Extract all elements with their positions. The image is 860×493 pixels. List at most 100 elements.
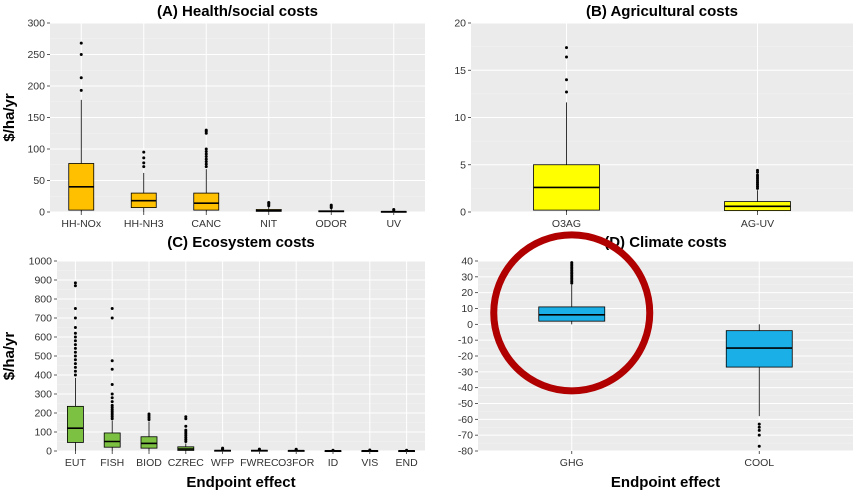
x-tick-label: O3AG	[552, 218, 581, 230]
outlier-point	[110, 392, 114, 396]
outlier-point	[110, 359, 114, 363]
outlier-point	[565, 46, 568, 50]
y-tick-label: 20	[454, 18, 466, 30]
box-fish	[103, 307, 121, 451]
y-tick-label: 250	[27, 49, 45, 61]
y-axis-label: $/ha/yr	[1, 332, 18, 381]
outlier-point	[204, 128, 208, 132]
panel-title: (C) Ecosystem costs	[167, 234, 315, 251]
outlier-point	[204, 162, 208, 166]
y-tick-label: 0	[460, 207, 466, 219]
x-tick-label: EUT	[65, 457, 87, 469]
y-tick-label: 400	[34, 370, 52, 382]
outlier-point	[110, 316, 114, 320]
box-body	[67, 405, 84, 443]
y-tick-label: 700	[34, 313, 52, 325]
outlier-point	[204, 160, 208, 164]
box-biod	[140, 412, 158, 451]
x-tick-label: ID	[328, 457, 339, 469]
y-tick-label: 150	[27, 112, 45, 124]
y-tick-label: 15	[454, 65, 466, 77]
y-tick-label: 0	[39, 207, 45, 219]
outlier-point	[79, 53, 83, 56]
x-tick-label: END	[396, 457, 419, 469]
y-tick-label: -50	[458, 398, 473, 410]
outlier-point	[331, 448, 335, 452]
outlier-point	[184, 424, 188, 428]
x-tick-label: WFP	[211, 457, 234, 469]
outlier-point	[757, 425, 761, 429]
outlier-point	[110, 307, 114, 310]
outlier-point	[142, 150, 146, 154]
y-tick-label: 0	[467, 319, 473, 331]
box-odor	[318, 203, 345, 213]
outlier-point	[294, 447, 298, 451]
y-tick-label: 100	[27, 144, 45, 156]
outlier-point	[73, 316, 77, 320]
x-axis-label: Endpoint effect	[186, 474, 295, 491]
outlier-point	[142, 161, 146, 165]
outlier-point	[110, 367, 114, 371]
outlier-point	[570, 261, 574, 265]
outlier-point	[73, 373, 77, 377]
x-tick-label: VIS	[361, 457, 378, 469]
outlier-point	[73, 326, 77, 329]
x-tick-label: CANC	[191, 218, 221, 230]
box-body	[140, 436, 158, 449]
outlier-point	[73, 281, 77, 285]
y-tick-label: 300	[34, 389, 52, 401]
outlier-point	[73, 335, 77, 339]
y-tick-label: 30	[461, 271, 473, 283]
outlier-point	[73, 354, 77, 358]
outlier-point	[79, 88, 83, 92]
outlier-point	[757, 433, 761, 437]
panel-c-ecosystem-costs: 0 100 200 300 400 500 600 700 800 900 1000 EUT FISH B…	[1, 234, 425, 491]
outlier-point	[756, 173, 759, 177]
x-tick-label: AG-UV	[741, 218, 774, 230]
outlier-point	[405, 448, 409, 452]
panel-title: (D) Climate costs	[604, 234, 727, 251]
panel-a-health-social-costs: 0 50 100 150 200 250 300 HH-NOx HH-NH3 CANC NIT ODO…	[1, 3, 425, 230]
panel-d-climate-costs: -80 -70 -60 -50 -40 -30 -20 -10 0 10 20 30 40 GHG COOL…	[458, 234, 853, 491]
y-tick-label: -20	[458, 351, 473, 363]
outlier-point	[73, 331, 77, 335]
y-tick-label: -10	[458, 335, 473, 347]
x-tick-label: COOL	[744, 457, 774, 469]
outlier-point	[73, 362, 77, 366]
outlier-point	[73, 369, 77, 373]
x-tick-label: BIOD	[136, 457, 162, 469]
box-hh-nh3	[130, 150, 157, 212]
box-hh-nox	[68, 41, 95, 212]
y-tick-label: 200	[27, 81, 45, 93]
box-ghg	[538, 261, 606, 325]
box-czrec	[177, 415, 195, 451]
outlier-point	[257, 447, 261, 451]
outlier-point	[147, 412, 151, 416]
outlier-point	[392, 207, 396, 211]
x-tick-label: GHG	[560, 457, 584, 469]
outlier-point	[73, 307, 77, 310]
outlier-point	[73, 343, 77, 347]
outlier-point	[142, 165, 146, 169]
y-tick-label: 10	[461, 303, 473, 315]
box-nit	[255, 201, 282, 212]
x-tick-label: ODOR	[316, 218, 348, 230]
outlier-point	[73, 346, 77, 350]
y-tick-label: 200	[34, 408, 52, 420]
y-axis-label: $/ha/yr	[1, 93, 18, 142]
outlier-point	[73, 350, 77, 354]
y-tick-label: 900	[34, 275, 52, 287]
y-tick-label: 10	[454, 112, 466, 124]
outlier-point	[110, 400, 114, 404]
x-tick-label: NIT	[260, 218, 278, 230]
outlier-point	[184, 415, 188, 419]
annotation-layer	[490, 231, 654, 395]
outlier-point	[204, 157, 208, 161]
y-tick-label: 1000	[29, 256, 53, 268]
box-cool	[725, 324, 793, 448]
y-tick-label: 600	[34, 332, 52, 344]
y-tick-label: 300	[27, 18, 45, 30]
box-canc	[193, 128, 220, 212]
y-tick-label: -80	[458, 446, 473, 458]
y-tick-label: 800	[34, 294, 52, 306]
